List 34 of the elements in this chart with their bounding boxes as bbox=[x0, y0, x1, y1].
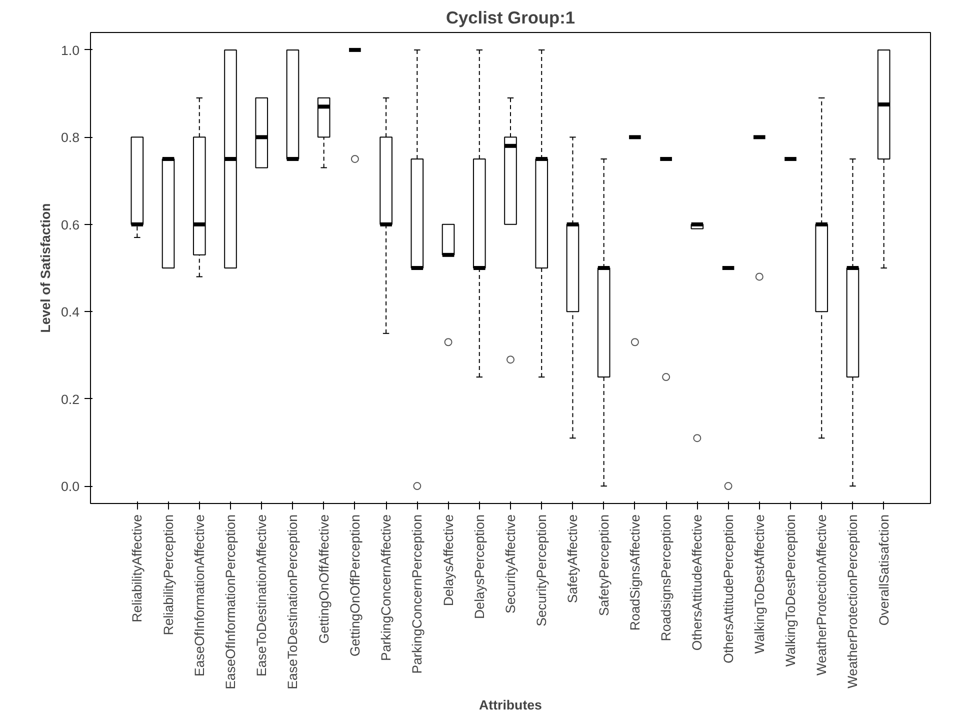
x-tick-label: SecurityAffective bbox=[503, 514, 518, 614]
x-tick-label: ReliabilityAffective bbox=[130, 514, 145, 622]
y-tick-label: 1.0 bbox=[60, 42, 80, 58]
y-tick-label: 0.6 bbox=[60, 217, 80, 232]
y-tick-label: 0.2 bbox=[60, 392, 80, 407]
x-tick-label: OthersAttitudePerception bbox=[720, 514, 736, 664]
y-tick-label: 0.8 bbox=[60, 130, 80, 146]
x-tick-label: SafetyAffective bbox=[565, 514, 580, 604]
x-tick-label: EaseOfInformationPerception bbox=[223, 514, 238, 690]
x-tick-label: OverallSatisafction bbox=[876, 514, 892, 626]
x-tick-label: GettingOnOffPerception bbox=[347, 514, 362, 656]
x-axis-title: Attributes bbox=[479, 697, 542, 712]
y-axis-title: Level of Satisfaction bbox=[38, 203, 53, 333]
x-tick-label: GettingOnOffAffective bbox=[316, 514, 332, 644]
x-tick-label: DelaysAffective bbox=[440, 514, 456, 606]
x-tick-label: SafetyPerception bbox=[596, 514, 612, 616]
x-tick-label: RoadSignsAffective bbox=[627, 514, 642, 631]
x-tick-label: RoadsignsPerception bbox=[658, 514, 674, 642]
x-tick-label: WalkingToDestPerception bbox=[783, 514, 798, 667]
x-tick-label: EaseOfInformationAffective bbox=[192, 514, 207, 676]
x-tick-label: ParkingConcernPerception bbox=[410, 514, 425, 674]
x-tick-label: DelaysPerception bbox=[472, 514, 487, 619]
x-tick-label: OthersAttitudeAffective bbox=[690, 514, 705, 651]
chart-title: Cyclist Group:1 bbox=[446, 8, 576, 28]
x-tick-label: EaseToDestinationPerception bbox=[285, 514, 300, 690]
y-tick-label: 0.0 bbox=[60, 479, 80, 494]
x-tick-label: EaseToDestinationAffective bbox=[254, 514, 270, 677]
x-tick-label: ReliabilityPerception bbox=[160, 514, 176, 636]
x-tick-label: ParkingConcernAffective bbox=[378, 514, 394, 661]
x-tick-label: WeatherProtectionAffective bbox=[814, 514, 830, 676]
x-tick-label: WalkingToDestAffective bbox=[752, 514, 767, 654]
x-tick-label: SecurityPerception bbox=[534, 514, 550, 626]
y-tick-label: 0.4 bbox=[60, 304, 80, 320]
x-tick-label: WeatherProtectionPerception bbox=[845, 514, 860, 688]
